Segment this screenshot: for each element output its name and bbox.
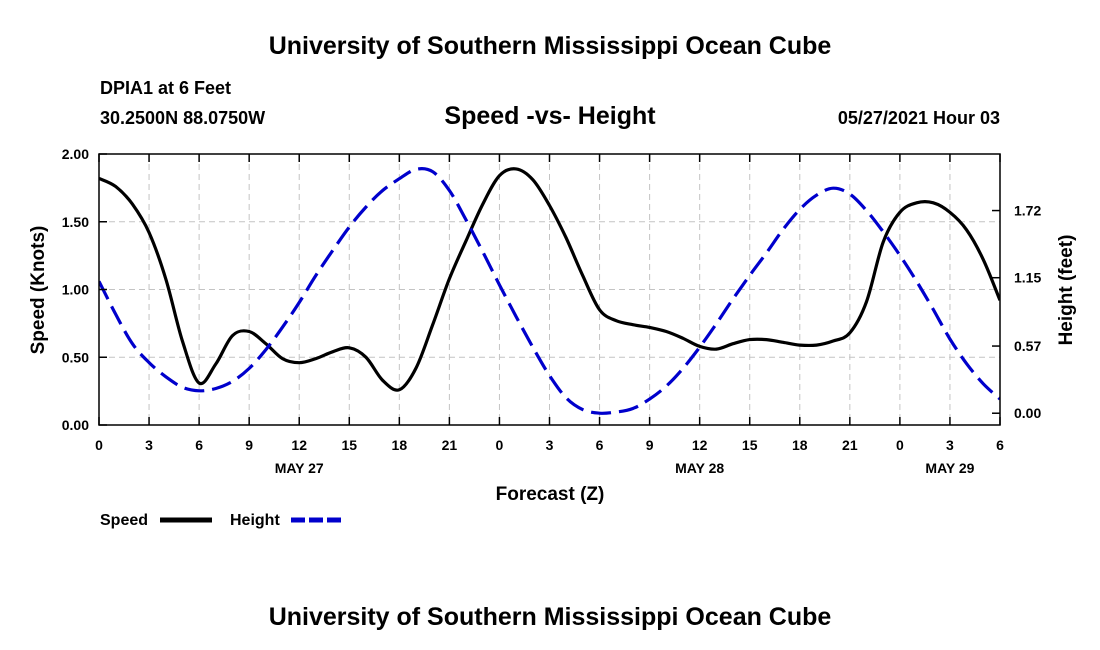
- x-tick-label: 6: [996, 437, 1004, 453]
- y2-tick-label: 1.72: [1014, 203, 1041, 219]
- chart-subtitle: Speed -vs- Height: [444, 102, 656, 130]
- date-label: MAY 29: [925, 460, 974, 476]
- y-tick-label: 0.00: [62, 417, 89, 433]
- x-tick-label: 0: [496, 437, 504, 453]
- y2-axis-label: Height (feet): [1056, 235, 1077, 346]
- date-label: MAY 27: [275, 460, 324, 476]
- y-tick-label: 1.50: [62, 214, 89, 230]
- x-tick-label: 6: [596, 437, 604, 453]
- x-tick-label: 12: [692, 437, 708, 453]
- x-tick-label: 3: [145, 437, 153, 453]
- grid-lines: [99, 154, 1000, 425]
- tick-marks: 0 3 6 9 12 15 18 21 0 3 6 9 12 15 18 21 0 3 6 MAY 27 MAY 28 M…: [62, 146, 1042, 476]
- x-tick-label: 0: [95, 437, 103, 453]
- x-tick-label: 12: [291, 437, 307, 453]
- y2-tick-label: 0.57: [1014, 338, 1041, 354]
- y-axis-label: Speed (Knots): [28, 226, 49, 355]
- y2-tick-label: 0.00: [1014, 405, 1041, 421]
- speed-series-line: [99, 167, 1000, 392]
- legend-speed-label: Speed: [100, 512, 148, 529]
- x-tick-label: 15: [341, 437, 357, 453]
- x-tick-label: 21: [842, 437, 858, 453]
- x-tick-label: 15: [742, 437, 758, 453]
- y2-tick-label: 1.15: [1014, 270, 1041, 286]
- height-series-line: [99, 166, 1000, 415]
- x-tick-label: 9: [646, 437, 654, 453]
- footer-title: University of Southern Mississippi Ocean…: [269, 603, 832, 631]
- legend: Speed Height: [100, 512, 343, 529]
- date-label: MAY 28: [675, 460, 724, 476]
- x-tick-label: 18: [392, 437, 408, 453]
- x-tick-label: 18: [792, 437, 808, 453]
- y-tick-label: 0.50: [62, 349, 89, 365]
- y-tick-label: 2.00: [62, 146, 89, 162]
- x-tick-label: 3: [546, 437, 554, 453]
- chart-main-title: University of Southern Mississippi Ocean…: [269, 32, 832, 60]
- station-coordinates: 30.2500N 88.0750W: [100, 108, 265, 128]
- x-tick-label: 9: [245, 437, 253, 453]
- data-series: [99, 166, 1000, 415]
- x-tick-label: 0: [896, 437, 904, 453]
- y-tick-label: 1.00: [62, 282, 89, 298]
- forecast-datetime: 05/27/2021 Hour 03: [838, 108, 1000, 128]
- legend-height-label: Height: [230, 512, 280, 529]
- x-tick-label: 3: [946, 437, 954, 453]
- x-tick-label: 21: [442, 437, 458, 453]
- station-label: DPIA1 at 6 Feet: [100, 78, 231, 98]
- x-axis-label: Forecast (Z): [496, 484, 605, 505]
- x-tick-label: 6: [195, 437, 203, 453]
